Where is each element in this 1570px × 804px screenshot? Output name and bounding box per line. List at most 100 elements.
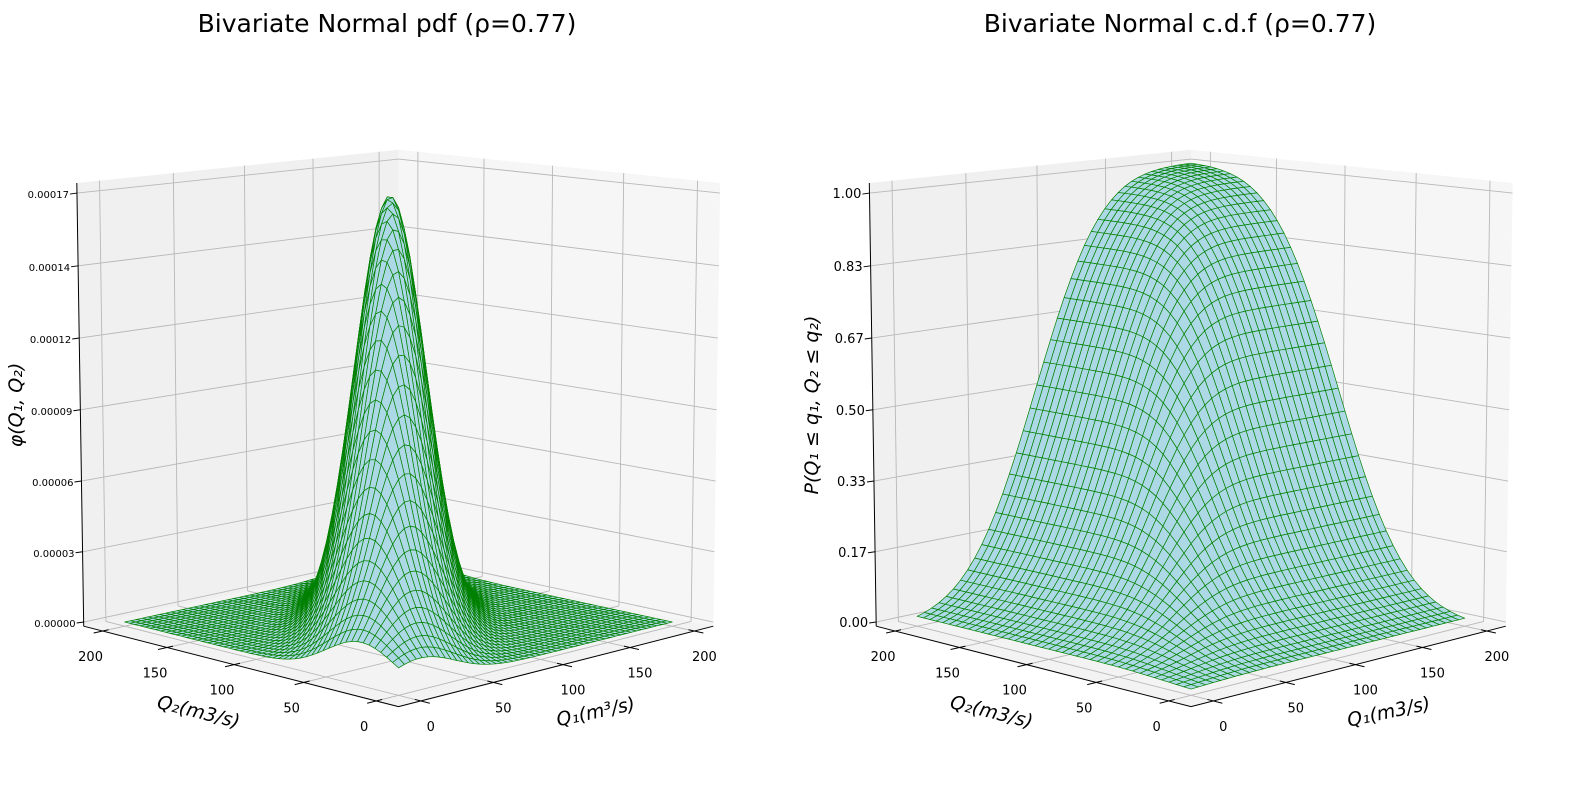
- q1-axis-line: [1190, 625, 1506, 708]
- z-axis-label: P(Q₁ ≤ q₁, Q₂ ≤ q₂): [801, 316, 823, 495]
- q2-tick: [1017, 662, 1033, 668]
- z-tick: [867, 551, 876, 554]
- q1-tick: [623, 645, 640, 651]
- q2-tick-label: 100: [1002, 684, 1027, 699]
- q2-tick-label: 150: [143, 667, 168, 682]
- q1-tick-label: 150: [628, 667, 653, 682]
- z-axis-label: φ(Q₁, Q₂): [5, 363, 27, 448]
- right-wall-pane: [398, 149, 721, 627]
- wall-gridline: [690, 180, 698, 622]
- q1-tick-label: 150: [1420, 667, 1445, 682]
- wall-gridline: [172, 173, 179, 606]
- q1-axis-line: [398, 625, 714, 708]
- q2-tick: [294, 680, 310, 686]
- floor-gridline: [1168, 620, 1484, 702]
- q1-tick: [1349, 662, 1365, 668]
- z-tick-label: 0.00000: [34, 619, 75, 630]
- q1-axis-label: Q₁(m³/s): [554, 693, 637, 731]
- q2-tick: [367, 698, 383, 704]
- chart-title: Bivariate Normal pdf (ρ=0.77): [198, 9, 577, 38]
- z-tick-label: 0.00014: [29, 263, 70, 274]
- q1-tick-label: 0: [427, 720, 435, 735]
- q2-tick-label: 100: [210, 684, 235, 699]
- wall-gridline: [398, 489, 715, 553]
- q2-tick: [157, 645, 174, 651]
- wall-gridline: [312, 158, 316, 577]
- wall-gridline: [78, 225, 399, 267]
- q1-tick-label: 50: [495, 701, 512, 716]
- z-tick-label: 0.00: [839, 616, 868, 631]
- z-tick: [866, 480, 875, 483]
- floor-gridline: [376, 620, 692, 702]
- wall-gridline: [398, 358, 717, 411]
- q1-tick: [1480, 629, 1496, 634]
- q1-tick: [1416, 645, 1432, 651]
- surface: [124, 196, 673, 669]
- z-tick: [862, 192, 870, 195]
- wall-gridline: [243, 165, 249, 591]
- cdf-plot: Bivariate Normal c.d.f (ρ=0.77) 0 0 50 50 100…: [801, 9, 1513, 735]
- z-tick-label: 0.33: [837, 475, 866, 490]
- z-tick-label: 1.00: [833, 187, 862, 202]
- wall-gridline: [481, 158, 485, 577]
- wall-gridline: [398, 225, 719, 267]
- z-tick-label: 0.00009: [31, 407, 72, 418]
- q2-axis-line: [876, 625, 1192, 708]
- q2-tick-label: 200: [871, 650, 896, 665]
- chart-title: Bivariate Normal c.d.f (ρ=0.77): [984, 9, 1377, 38]
- z-axis-line: [868, 182, 877, 627]
- q1-tick: [688, 629, 704, 634]
- wall-gridline: [1190, 158, 1513, 194]
- wall-gridline: [398, 292, 718, 339]
- z-tick: [72, 337, 80, 340]
- wall-gridline: [869, 158, 1192, 194]
- q2-tick-label: 50: [283, 701, 300, 716]
- q2-tick: [950, 645, 966, 651]
- z-tick-label: 0.50: [836, 404, 865, 419]
- surface: [916, 162, 1466, 690]
- q1-tick-label: 50: [1288, 701, 1305, 716]
- wall-gridline: [965, 173, 971, 606]
- q1-tick: [414, 698, 430, 704]
- q1-tick: [487, 680, 503, 686]
- z-tick-label: 0.17: [838, 546, 867, 561]
- z-tick: [69, 192, 78, 195]
- wall-gridline: [891, 180, 899, 622]
- surface-patch: [392, 657, 405, 669]
- z-tick: [74, 480, 82, 483]
- q1-tick: [556, 662, 573, 668]
- wall-gridline: [398, 424, 716, 482]
- wall-gridline: [76, 158, 399, 194]
- surface-patch: [1183, 684, 1199, 690]
- z-tick-label: 0.67: [835, 332, 864, 347]
- wall-gridline: [548, 165, 554, 591]
- z-tick-label: 0.00006: [32, 478, 73, 489]
- z-tick: [76, 621, 84, 624]
- wall-gridline: [1411, 173, 1417, 606]
- q2-tick-label: 200: [78, 650, 103, 665]
- q2-axis-line: [83, 625, 399, 708]
- q2-tick: [224, 662, 241, 668]
- z-tick-label: 0.00017: [28, 190, 69, 201]
- q2-tick-label: 150: [935, 667, 960, 682]
- left-wall-pane: [76, 149, 399, 627]
- q2-tick: [1159, 698, 1175, 704]
- q2-tick: [93, 629, 109, 634]
- z-tick: [864, 337, 872, 340]
- q1-tick-label: 100: [561, 684, 586, 699]
- q1-tick-label: 200: [692, 650, 717, 665]
- wall-gridline: [99, 180, 107, 622]
- q2-tick-label: 0: [1153, 720, 1161, 735]
- wall-gridline: [80, 358, 399, 411]
- wall-gridline: [79, 292, 399, 339]
- q1-tick: [1279, 680, 1295, 686]
- z-tick: [865, 409, 873, 412]
- q1-tick: [1207, 698, 1223, 704]
- q1-tick-label: 100: [1353, 684, 1378, 699]
- wall-gridline: [398, 158, 721, 194]
- q2-tick: [1087, 680, 1103, 686]
- z-tick-label: 0.00003: [33, 549, 74, 560]
- q2-tick-label: 50: [1076, 701, 1093, 716]
- z-tick-label: 0.00012: [30, 335, 71, 346]
